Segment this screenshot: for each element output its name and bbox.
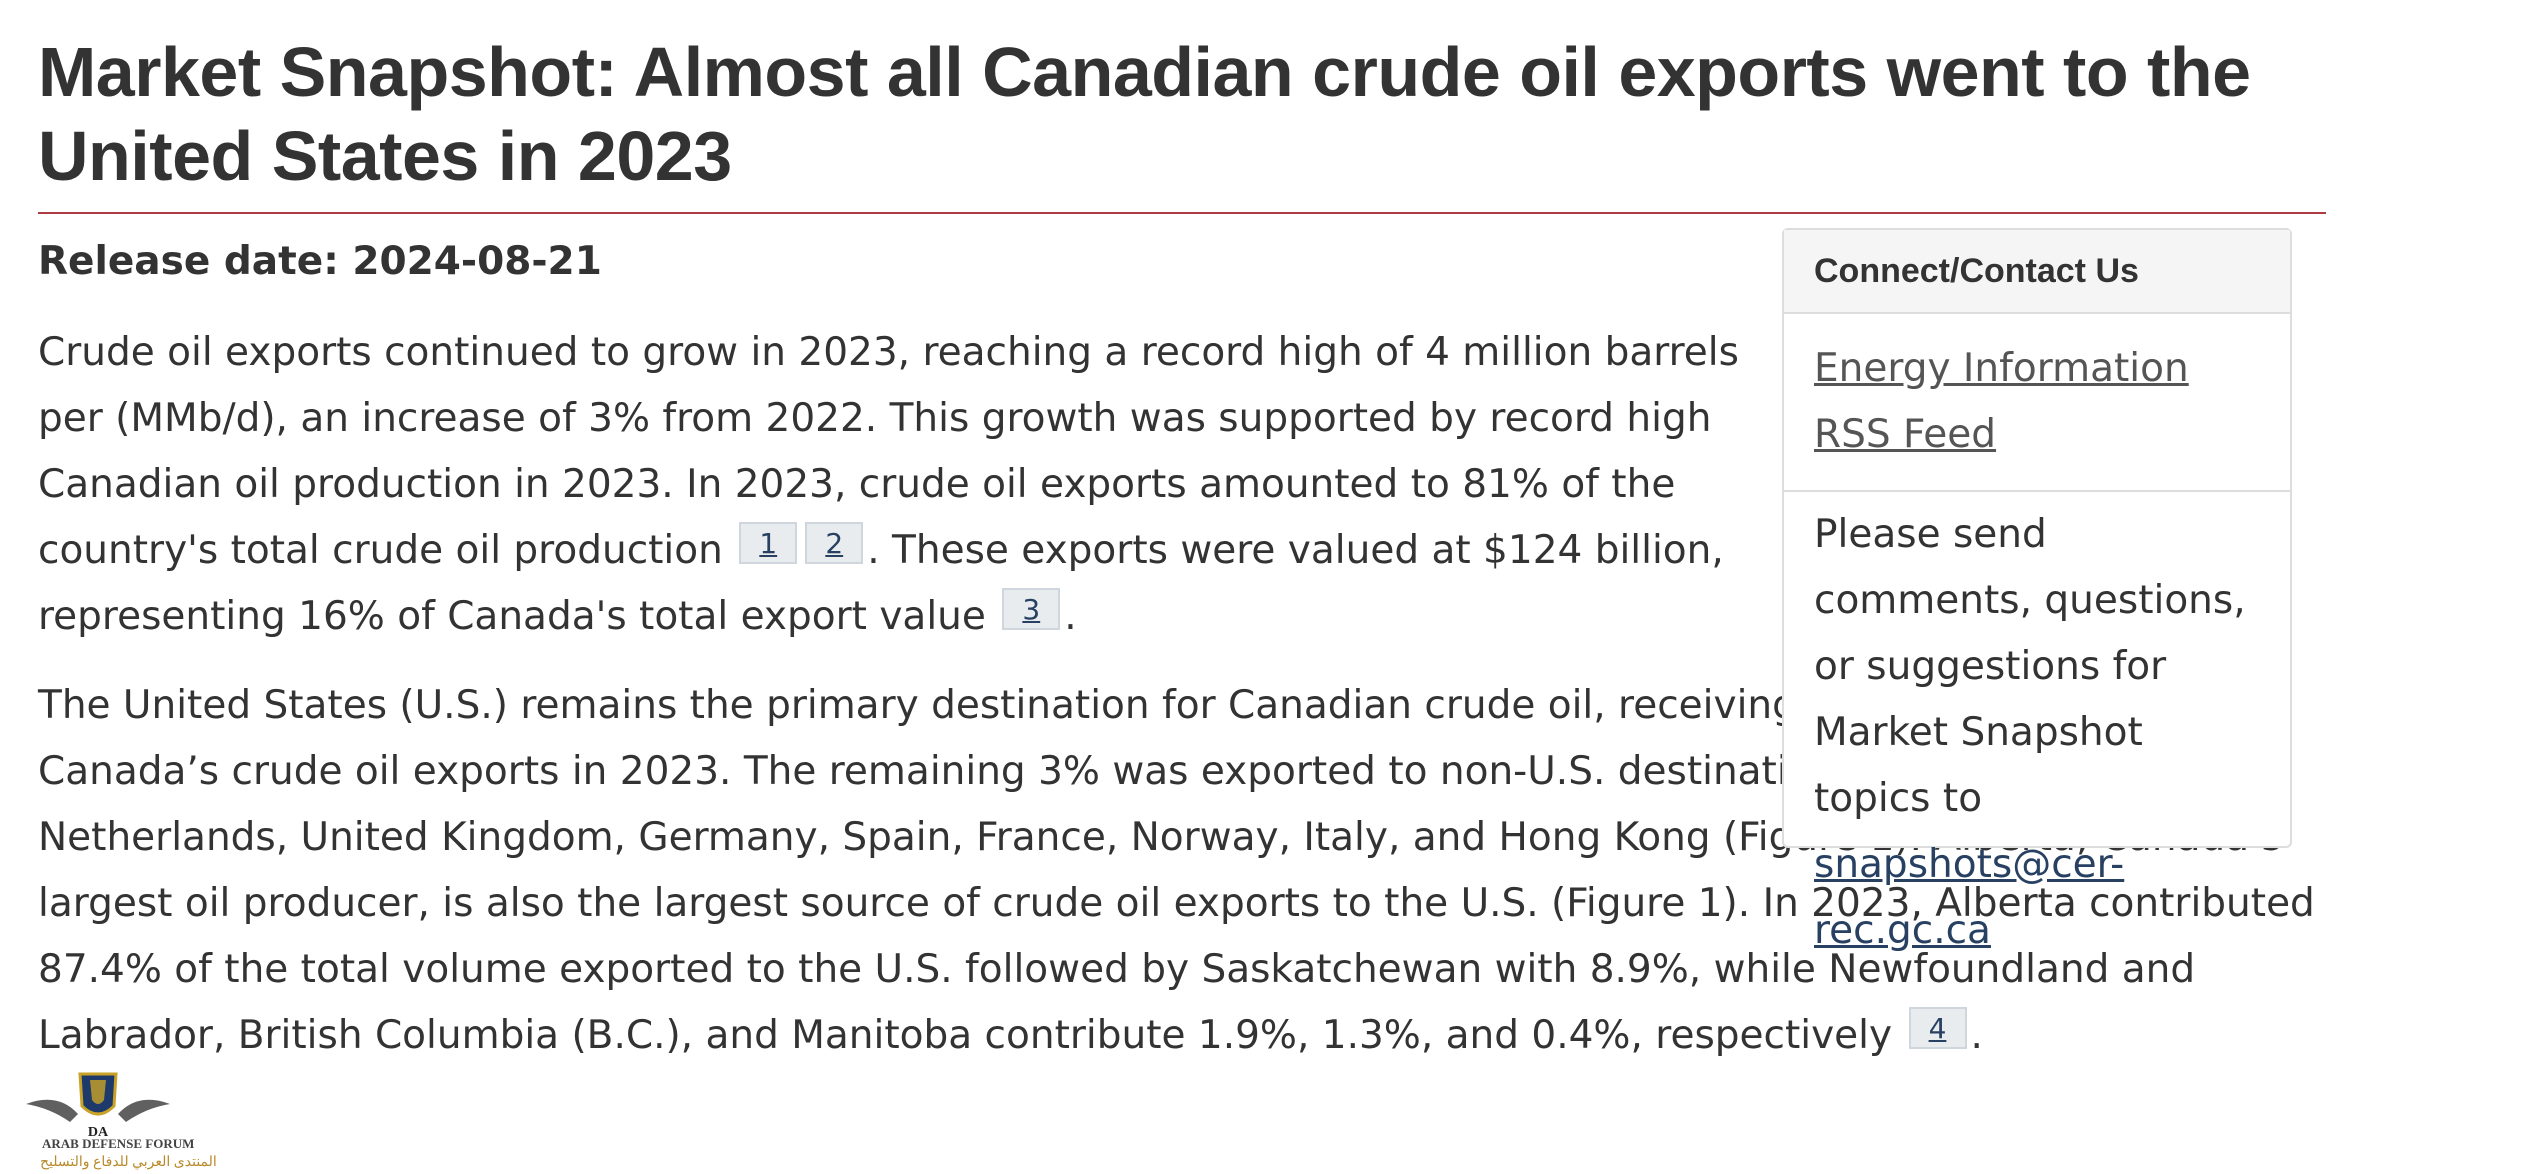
main-content: Market Snapshot: Almost all Canadian cru… — [38, 0, 2338, 198]
footnote-link-2[interactable]: 2 — [805, 522, 864, 564]
footnote-link-4[interactable]: 4 — [1908, 1007, 1967, 1049]
footnote-link-3[interactable]: 3 — [1002, 588, 1061, 630]
rss-feed-link[interactable]: RSS Feed — [1814, 412, 1997, 457]
contact-panel: Connect/Contact Us Energy Information RS… — [1782, 228, 2292, 953]
contact-panel-body: Please send comments, questions, or sugg… — [1784, 492, 2290, 974]
watermark-mark: DA — [88, 1125, 109, 1140]
energy-information-link[interactable]: Energy Information — [1814, 346, 2189, 391]
contact-panel-text: Please send comments, questions, or sugg… — [1814, 512, 2246, 821]
watermark-line-2: المنتدى العربي للدفاع والتسليح — [40, 1155, 217, 1170]
watermark-line-1: ARAB DEFENSE FORUM — [42, 1136, 195, 1151]
title-divider — [38, 212, 2326, 214]
paragraph-text: . — [1970, 1013, 1983, 1058]
paragraph-text: Crude oil exports continued to grow in 2… — [38, 330, 1739, 573]
snapshots-email-link[interactable]: snapshots@cer-rec.gc.ca — [1814, 842, 2125, 953]
contact-panel-links: Energy Information RSS Feed — [1784, 314, 2290, 492]
footnote-link-1[interactable]: 1 — [739, 522, 798, 564]
watermark-logo-icon: DA — [26, 1072, 170, 1140]
paragraph-text: . These exports were valued at $124 bill… — [38, 528, 1724, 639]
paragraph-text: . — [1064, 594, 1077, 639]
contact-panel-heading: Connect/Contact Us — [1784, 230, 2290, 314]
paragraph-exports-growth: Crude oil exports continued to grow in 2… — [38, 320, 1778, 650]
page-title: Market Snapshot: Almost all Canadian cru… — [38, 33, 2251, 195]
release-date: Release date: 2024-08-21 — [38, 239, 602, 284]
